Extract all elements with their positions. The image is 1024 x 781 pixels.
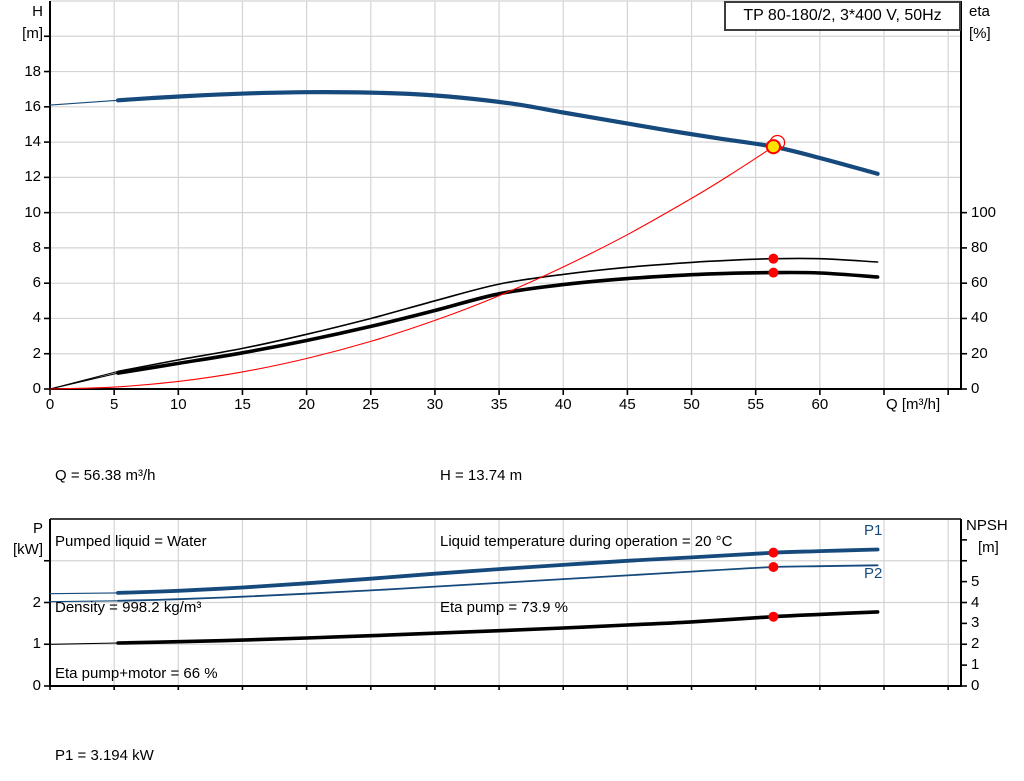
annotation-temp: Liquid temperature during operation = 20… — [440, 533, 733, 550]
x-tick-label: 55 — [747, 396, 765, 413]
duty-annotations-left: Q = 56.38 m³/h Pumped liquid = Water Den… — [55, 421, 218, 729]
eta-axis-unit: [%] — [969, 25, 991, 42]
x-tick-label: 15 — [234, 396, 251, 413]
p2-dot-marker — [768, 562, 779, 573]
x-tick-label: 50 — [683, 396, 700, 413]
system-curve-curve — [49, 146, 774, 390]
y-left-tick-label: 18 — [24, 62, 41, 80]
power-npsh-chart — [44, 518, 967, 690]
annotation-p1: P1 = 3.194 kW — [55, 747, 154, 764]
h-axis-title: H — [32, 3, 43, 20]
h-axis-unit: [m] — [22, 25, 43, 42]
eta-pump-motor-curve — [116, 270, 880, 375]
npsh-dot-marker — [768, 611, 779, 622]
y-right-tick-label: 80 — [971, 238, 988, 256]
y-right-tick-label: 2 — [971, 635, 980, 653]
p2-curve-lead — [49, 600, 119, 603]
x-tick-label: 45 — [619, 396, 636, 413]
y-left-tick-label: 12 — [24, 168, 41, 186]
y-left-tick-label: 6 — [32, 274, 41, 292]
q-axis-title: Q [m³/h] — [886, 396, 941, 413]
p2-series-label: P2 — [864, 565, 883, 582]
y-right-tick-label: 0 — [971, 677, 980, 694]
y-right-tick-label: 60 — [971, 274, 988, 292]
x-tick-label: 30 — [426, 396, 444, 413]
annotation-density: Density = 998.2 kg/m³ — [55, 599, 202, 616]
annotation-q: Q = 56.38 m³/h — [55, 467, 156, 484]
duty-annotations-right: H = 13.74 m Liquid temperature during op… — [440, 421, 732, 663]
y-right-tick-label: 0 — [971, 380, 980, 397]
h-curve-curve-lead — [49, 99, 119, 106]
x-tick-label: 40 — [554, 396, 572, 413]
y-right-tick-label: 40 — [971, 309, 988, 327]
p1-curve-lead — [49, 592, 119, 595]
x-tick-label: 20 — [298, 396, 315, 413]
annotation-eta-pm: Eta pump+motor = 66 % — [55, 665, 218, 682]
y-left-tick-label: 14 — [24, 133, 41, 151]
annotation-eta-pump: Eta pump = 73.9 % — [440, 599, 568, 616]
npsh-curve-lead — [49, 642, 119, 645]
x-tick-label: 10 — [169, 396, 187, 413]
x-tick-label: 0 — [45, 396, 55, 413]
duty-point-marker[interactable] — [765, 139, 782, 155]
y-left-tick-label: 10 — [24, 203, 41, 221]
x-tick-label: 35 — [490, 396, 508, 413]
y-right-tick-label: 3 — [971, 614, 980, 632]
eta-pump-dot-marker — [768, 253, 779, 264]
p-axis-unit: [kW] — [13, 541, 43, 558]
power-annotations: P1 = 3.194 kW P2 = 2.85 kW NPSH = 3.32 m — [55, 701, 160, 781]
p1-dot-marker — [768, 547, 779, 558]
y-left-tick-label: 1 — [32, 635, 41, 653]
npsh-axis-title: NPSH — [966, 517, 1008, 534]
y-right-tick-label: 5 — [971, 572, 980, 590]
annotation-liquid: Pumped liquid = Water — [55, 533, 207, 550]
y-right-tick-label: 1 — [971, 656, 980, 674]
pump-title-box: TP 80-180/2, 3*400 V, 50Hz — [724, 1, 961, 31]
eta-pump-curve — [117, 257, 879, 373]
x-tick-label: 5 — [109, 396, 119, 413]
y-left-tick-label: 16 — [24, 97, 41, 115]
p1-series-label: P1 — [864, 522, 883, 539]
y-right-tick-label: 20 — [971, 344, 988, 362]
y-right-tick-label: 100 — [971, 203, 997, 221]
x-tick-label: 60 — [811, 396, 829, 413]
y-left-tick-label: 4 — [32, 309, 41, 327]
y-left-tick-label: 8 — [32, 238, 41, 256]
h-curve-curve — [115, 89, 880, 176]
p-axis-title: P — [32, 520, 43, 537]
eta-pump-motor-curve-lead — [49, 372, 119, 390]
y-left-tick-label: 0 — [32, 380, 41, 397]
y-left-tick-label: 2 — [32, 593, 41, 611]
y-left-tick-label: 2 — [32, 344, 41, 362]
y-left-tick-label: 0 — [32, 677, 41, 694]
npsh-axis-unit: [m] — [978, 539, 999, 556]
eta-axis-title: eta — [969, 3, 990, 20]
y-right-tick-label: 4 — [971, 593, 980, 611]
annotation-h: H = 13.74 m — [440, 467, 523, 484]
x-tick-label: 25 — [362, 396, 380, 413]
eta-pump-motor-dot-marker — [768, 267, 779, 278]
head-efficiency-chart — [44, 0, 967, 395]
pump-title: TP 80-180/2, 3*400 V, 50Hz — [743, 7, 942, 24]
